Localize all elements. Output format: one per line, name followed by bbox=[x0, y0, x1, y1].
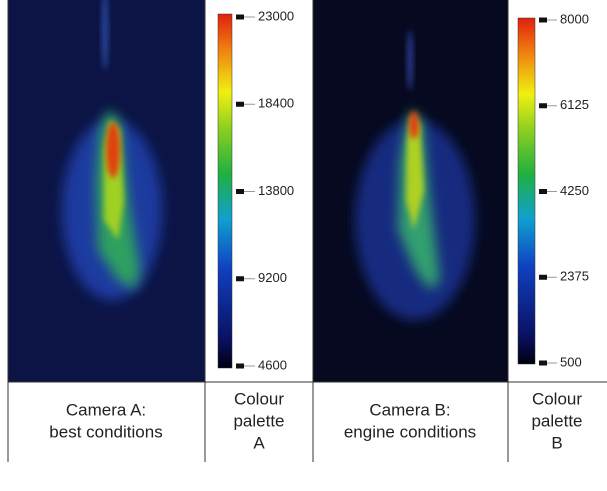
caption: Camera A: bbox=[66, 400, 146, 419]
colorbar-a bbox=[217, 13, 233, 369]
tick-mark bbox=[236, 14, 244, 20]
tick-mark bbox=[539, 360, 547, 366]
table-lines bbox=[7, 0, 607, 462]
tick-mark bbox=[236, 276, 244, 282]
caption: palette bbox=[233, 411, 284, 430]
caption: engine conditions bbox=[344, 422, 476, 441]
tick-label: 6125 bbox=[560, 97, 589, 112]
tick-label: 2375 bbox=[560, 269, 589, 284]
caption: Camera B: bbox=[369, 400, 450, 419]
tick-mark bbox=[236, 189, 244, 194]
caption: Colour bbox=[234, 389, 284, 408]
caption: A bbox=[253, 433, 265, 452]
tick-label: 4250 bbox=[560, 183, 589, 198]
tick-label: 500 bbox=[560, 354, 582, 369]
tick-mark bbox=[539, 274, 547, 280]
tick-mark bbox=[539, 103, 547, 109]
tick-label: 18400 bbox=[258, 96, 294, 111]
caption: Colour bbox=[532, 389, 582, 408]
caption: palette bbox=[531, 411, 582, 430]
tick-mark bbox=[236, 101, 244, 107]
tick-label: 23000 bbox=[258, 8, 294, 23]
tick-label: 8000 bbox=[560, 11, 589, 26]
caption: best conditions bbox=[49, 422, 162, 441]
tick-mark bbox=[539, 17, 547, 23]
camera-b-image bbox=[313, 0, 508, 382]
colorbar-b bbox=[517, 17, 536, 365]
tick-label: 13800 bbox=[258, 183, 294, 198]
caption: B bbox=[551, 433, 562, 452]
tick-mark bbox=[236, 363, 244, 369]
tick-label: 4600 bbox=[258, 357, 287, 372]
camera-a-image bbox=[8, 0, 205, 382]
tick-mark bbox=[539, 189, 547, 194]
tick-label: 9200 bbox=[258, 270, 287, 285]
